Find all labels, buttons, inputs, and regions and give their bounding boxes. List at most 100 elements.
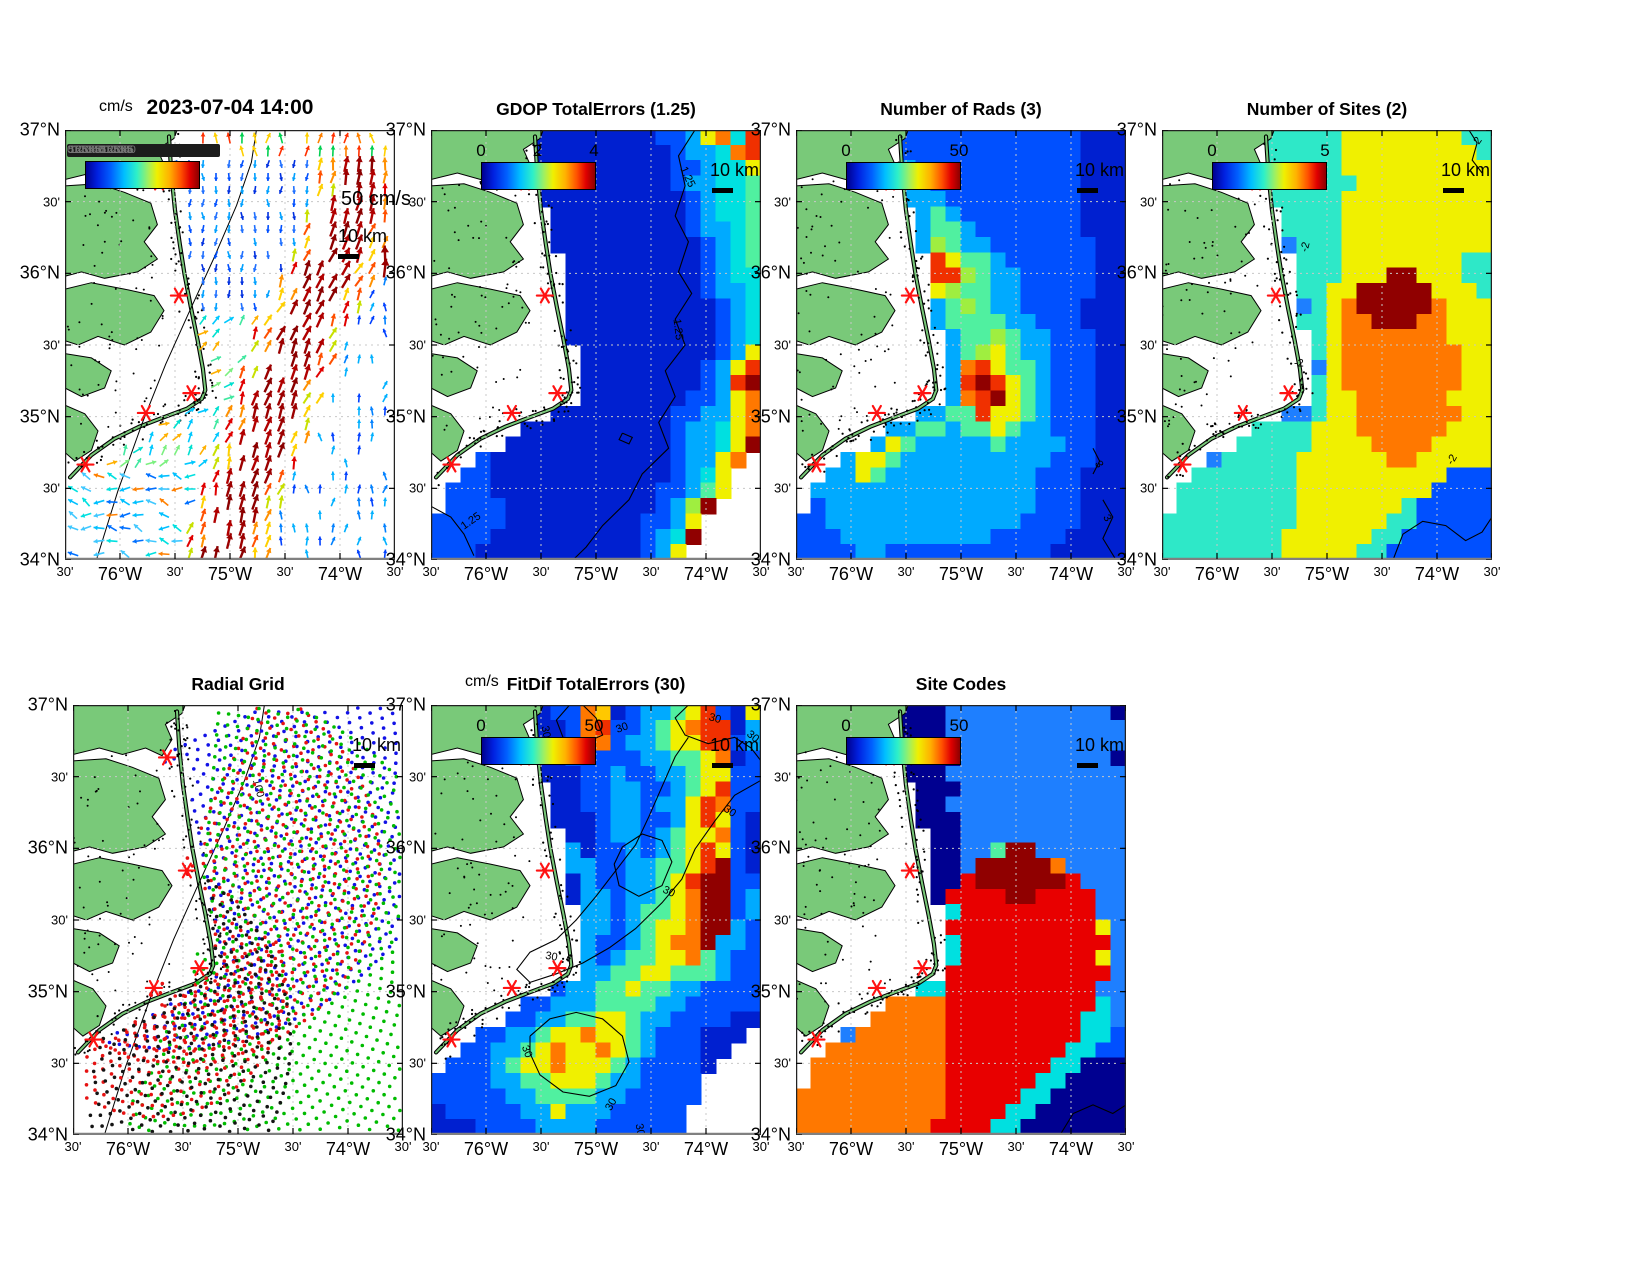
map-cell (625, 452, 642, 469)
land-speckle (86, 929, 89, 932)
radial-dot (317, 904, 321, 908)
map-cell (1266, 513, 1283, 530)
map-cell (930, 421, 947, 438)
radial-dot (292, 1030, 296, 1034)
map-cell (1251, 513, 1268, 530)
radial-dot (213, 979, 217, 983)
map-cell (715, 375, 732, 392)
land-speckle (106, 904, 109, 907)
map-cell (1095, 405, 1112, 423)
radial-dot (251, 869, 255, 873)
map-cell (945, 375, 962, 392)
current-arrow-head (382, 523, 387, 528)
current-arrow-head (213, 546, 220, 553)
land-speckle (1167, 263, 1170, 265)
current-arrow-head (278, 536, 283, 541)
map-cell (1311, 144, 1328, 162)
map-cell (715, 359, 732, 377)
current-arrow-head (265, 163, 270, 168)
map-cell (1431, 544, 1448, 560)
map-cell (930, 544, 947, 560)
map-cell (975, 313, 992, 331)
land-speckle (83, 937, 86, 940)
map-cell (1326, 206, 1343, 223)
coast-speckle (138, 1008, 141, 1011)
map-cell (700, 436, 717, 453)
map-cell (1311, 513, 1328, 530)
map-cell (1401, 359, 1418, 377)
map-cell (1065, 160, 1082, 177)
distance-scale-label: 10 km (709, 160, 759, 180)
map-cell (1311, 467, 1328, 484)
radial-dot (226, 878, 230, 883)
radial-dot (212, 810, 216, 814)
y-tick-label: 30' (774, 480, 791, 496)
map-cell (960, 298, 977, 315)
map-cell (1080, 130, 1097, 146)
map-cell (1065, 498, 1082, 515)
land-speckle (1167, 425, 1169, 428)
radial-dot (340, 916, 344, 920)
map-cell (625, 329, 642, 346)
current-arrow-head (356, 510, 361, 515)
map-cell (1476, 329, 1492, 346)
map-cell (1050, 267, 1067, 285)
radial-dot (309, 914, 313, 919)
map-cell (535, 513, 552, 530)
radial-dot (328, 859, 333, 863)
map-cell (655, 436, 672, 453)
map-cell (915, 190, 932, 208)
radial-dot (182, 1090, 186, 1095)
map-cell (1110, 237, 1126, 254)
map-cell (1416, 130, 1433, 146)
current-arrow-head (357, 536, 362, 541)
radial-dot (259, 828, 264, 832)
radial-dot (394, 761, 398, 765)
current-arrow-head (188, 444, 193, 450)
current-arrow-head (265, 364, 272, 372)
map-cell (595, 482, 612, 500)
coast-speckle (1264, 197, 1268, 200)
radial-dot (329, 837, 333, 841)
radial-dot (143, 1080, 148, 1085)
map-cell (460, 513, 477, 530)
land-speckle (136, 802, 139, 805)
map-cell (1110, 252, 1126, 269)
coast-speckle (178, 409, 181, 412)
colorbar-units-label: cm/s (99, 98, 133, 115)
radial-dot (215, 790, 220, 795)
map-cell (535, 144, 552, 162)
land-speckle (1230, 332, 1233, 335)
current-arrow-head (106, 499, 111, 505)
map-cell (1386, 206, 1403, 223)
current-arrow-head (213, 229, 218, 233)
coast-speckle (193, 402, 196, 405)
land-speckle (479, 286, 481, 288)
radial-dot (232, 911, 237, 916)
map-cell (685, 130, 702, 146)
y-tick-label: 34°N (1116, 549, 1157, 570)
coast-speckle (532, 143, 535, 147)
radial-dot (238, 900, 243, 904)
map-cell (1311, 528, 1328, 546)
land-speckle (161, 837, 164, 840)
map-cell (565, 130, 582, 146)
land-speckle (888, 236, 891, 239)
map-cell (1446, 313, 1463, 331)
current-arrow-head (239, 429, 246, 436)
current-arrow-head (266, 509, 272, 515)
map-cell (1221, 467, 1238, 484)
map-cell (840, 528, 857, 546)
radial-dot (261, 862, 265, 866)
map-cell (595, 344, 612, 361)
radial-dot (248, 898, 253, 902)
current-arrow-head (356, 221, 363, 228)
current-arrow-head (344, 367, 349, 372)
map-cell (1356, 221, 1373, 238)
coast-speckle (1296, 395, 1299, 398)
radial-dot (122, 1051, 127, 1055)
current-arrow-head (266, 203, 271, 207)
map-cell (640, 513, 657, 530)
radial-dot (277, 938, 281, 942)
map-cell (1371, 405, 1388, 423)
